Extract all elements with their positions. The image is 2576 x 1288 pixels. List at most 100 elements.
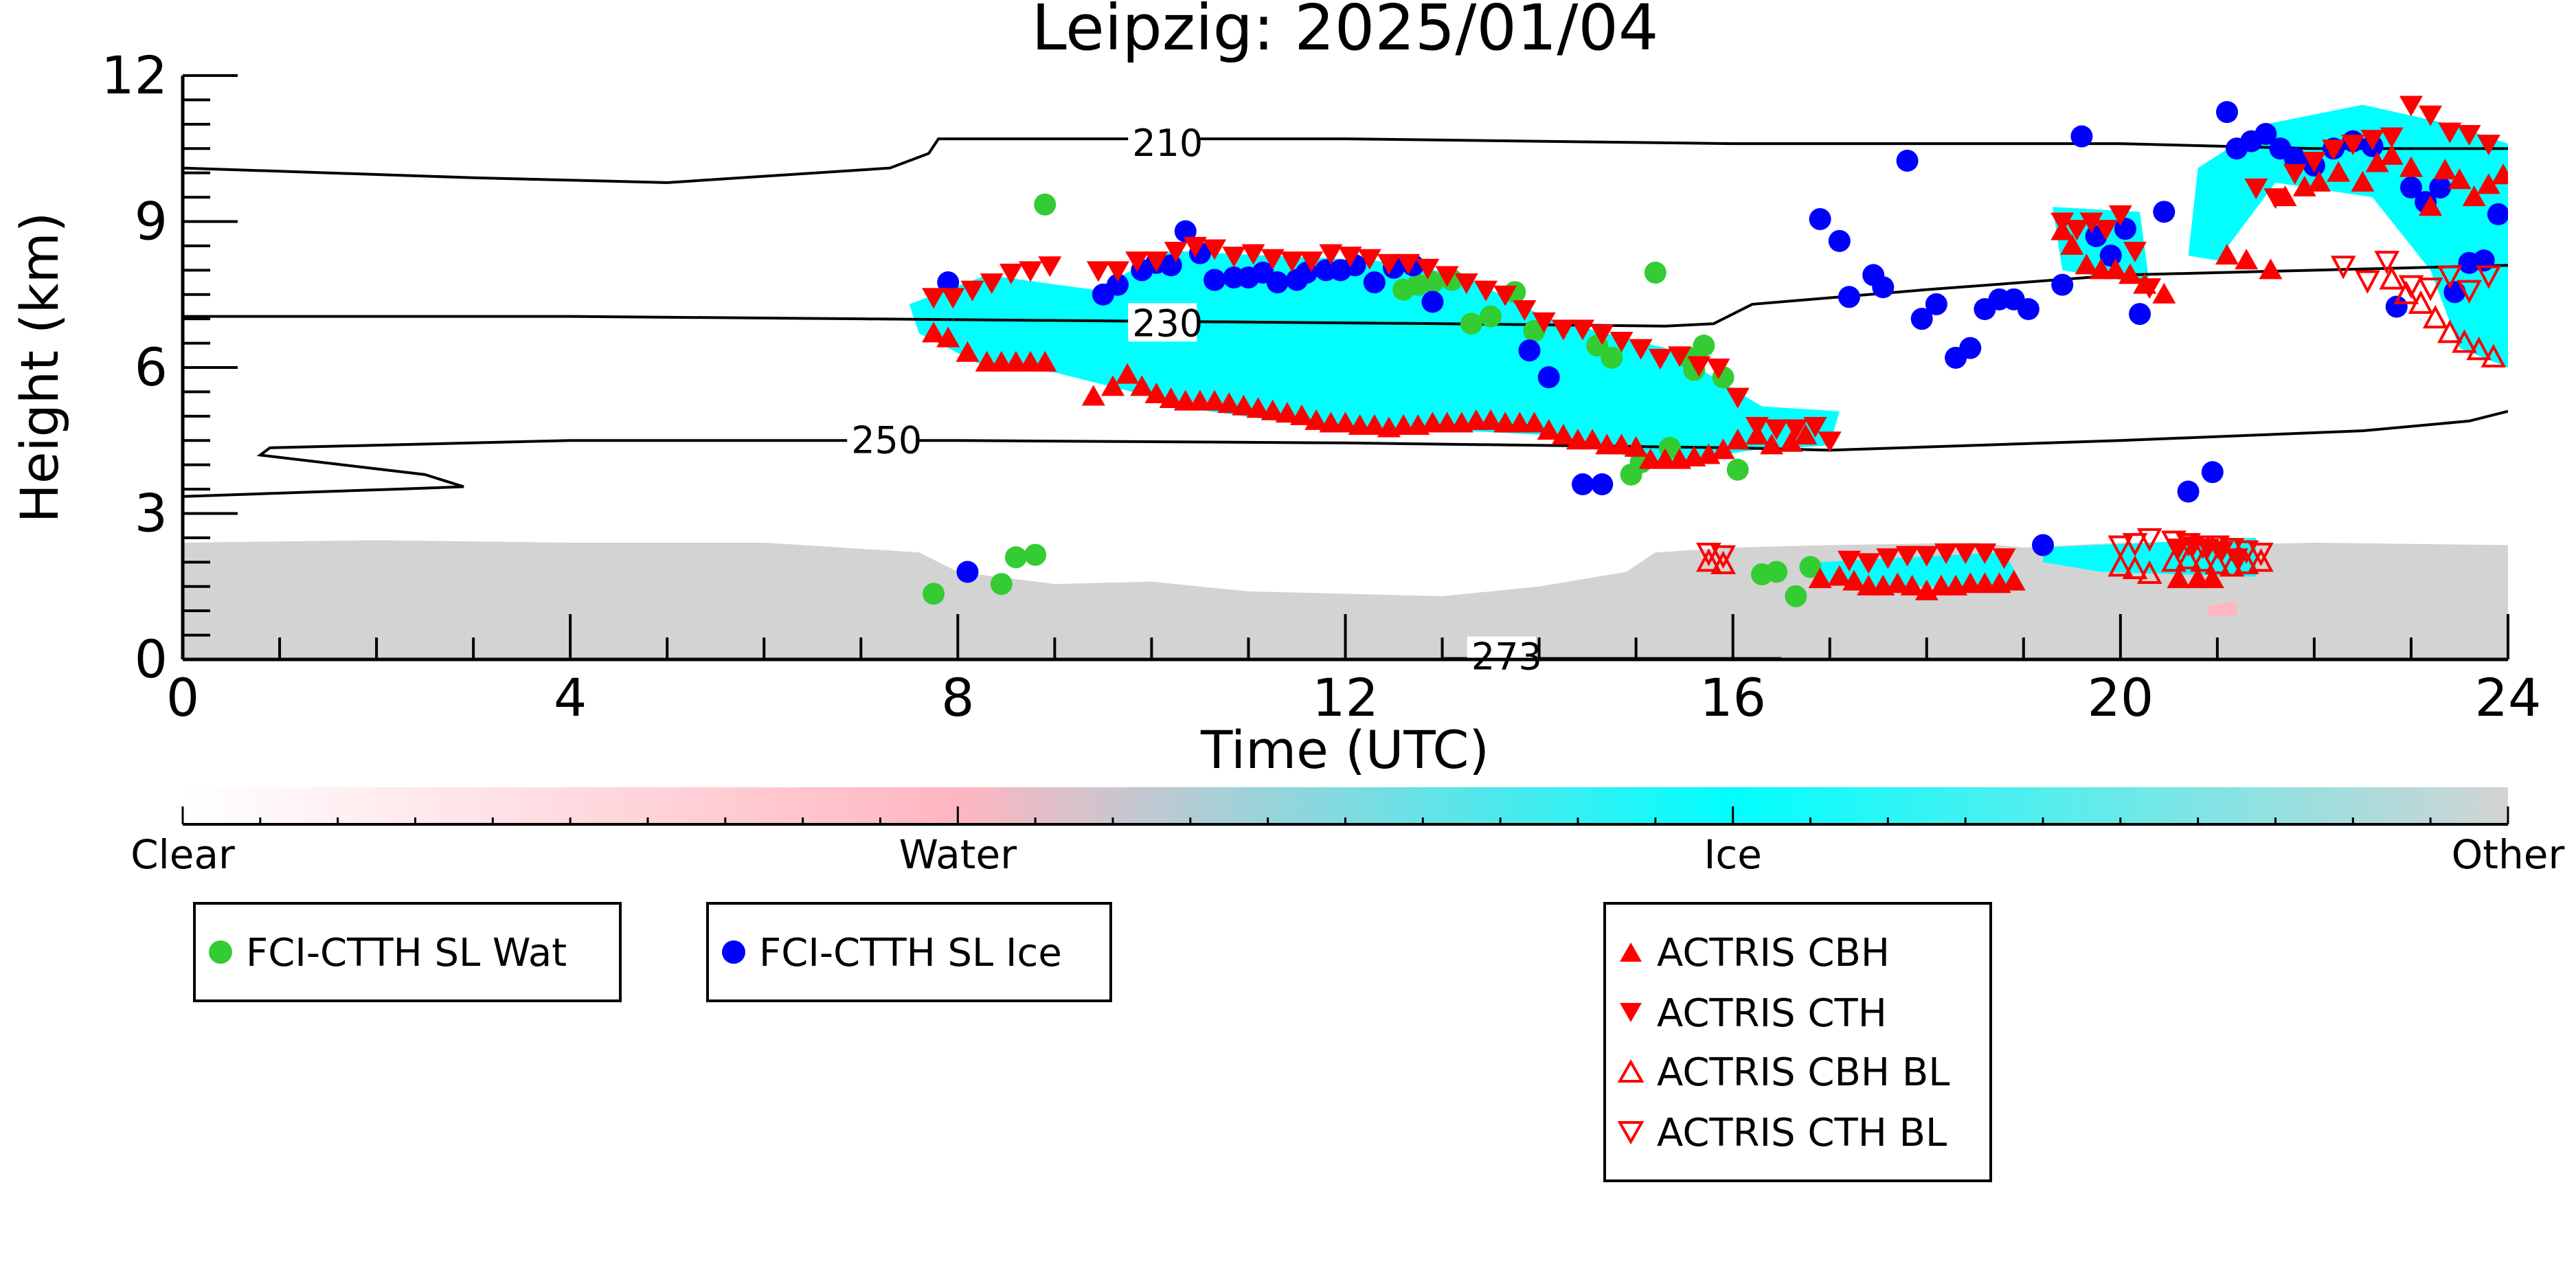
data-point (2380, 127, 2404, 148)
data-point (1275, 402, 1299, 423)
data-point (1726, 458, 1749, 481)
data-point (2283, 147, 2306, 170)
data-point (956, 341, 980, 362)
data-point (1435, 266, 1459, 287)
data-point (1745, 417, 1769, 438)
data-point (980, 273, 1004, 295)
data-point (1203, 389, 1227, 411)
data-point (2487, 203, 2508, 225)
data-point (1081, 385, 1105, 406)
data-point (1693, 335, 1715, 357)
data-point (1363, 271, 1386, 294)
data-point (1266, 271, 1289, 294)
data-point (2462, 185, 2486, 207)
data-point (2399, 176, 2422, 199)
legend-label-actris-cth-bl: ACTRIS CTH BL (1657, 1111, 1947, 1155)
data-point (922, 288, 946, 309)
data-point (2244, 178, 2268, 199)
data-point (1760, 433, 1784, 455)
data-point (990, 573, 1013, 596)
data-point (2136, 528, 2162, 552)
data-point (2491, 163, 2508, 185)
data-point (1416, 258, 1440, 280)
chart-title: Leipzig: 2025/01/04 (1032, 0, 1659, 65)
data-point (1116, 363, 1140, 384)
data-point (2399, 95, 2423, 117)
data-point (2374, 251, 2400, 275)
legend-label-fci-wat: FCI-CTTH SL Wat (246, 931, 567, 975)
data-point (1696, 548, 1721, 572)
legend-box-frame (1603, 902, 1992, 1182)
colorbar-ticks: Clear Water Ice Other (131, 806, 2564, 878)
data-point (2079, 212, 2103, 234)
x-tick-label: 4 (554, 667, 587, 728)
data-point (1232, 394, 1256, 416)
data-point (2433, 159, 2457, 180)
data-point (1125, 251, 1149, 273)
data-point (2330, 256, 2356, 280)
data-point (1164, 242, 1188, 262)
data-point (2419, 195, 2443, 216)
series-actris-cbh (922, 144, 2508, 600)
data-point (2070, 125, 2093, 148)
data-point (1572, 473, 1594, 495)
data-point (2103, 258, 2127, 280)
region-ice (2188, 104, 2508, 368)
data-point (2201, 461, 2224, 484)
data-point (1513, 300, 1537, 321)
data-point (1144, 251, 1168, 273)
legend-marker-actris-cbh-bl (1617, 1059, 1645, 1083)
data-point (1696, 543, 1721, 567)
data-point (1842, 569, 1866, 591)
data-point (1107, 273, 1129, 296)
data-point (2122, 555, 2148, 579)
data-point (2437, 319, 2463, 343)
data-point (1551, 424, 1575, 445)
classification-regions (183, 104, 2508, 659)
data-point (2235, 249, 2259, 270)
data-point (1799, 556, 1822, 578)
data-point (2379, 266, 2405, 290)
x-tick-label: 0 (166, 667, 199, 728)
data-point (1838, 286, 1860, 308)
data-point (2448, 168, 2472, 190)
data-point (1532, 312, 1556, 333)
data-point (2167, 567, 2191, 589)
data-point (1809, 207, 1831, 230)
region-water (2207, 601, 2237, 616)
data-point (1954, 543, 1978, 565)
data-point (956, 561, 979, 583)
data-point (1522, 411, 1546, 433)
data-point (2219, 553, 2245, 577)
data-point (2351, 170, 2375, 192)
data-point (2204, 535, 2230, 559)
data-point (1571, 319, 1595, 341)
data-point (1421, 291, 1444, 313)
data-point (1648, 348, 1672, 370)
data-point (2283, 163, 2307, 185)
data-point (1144, 382, 1168, 403)
data-point (1033, 350, 1057, 372)
data-point (937, 271, 960, 294)
contour-210 (183, 137, 2508, 184)
data-point (2200, 567, 2224, 589)
data-point (2060, 234, 2084, 255)
data-point (1803, 417, 1827, 438)
data-point (2161, 530, 2187, 554)
data-point (1910, 308, 1933, 330)
axes: 0 3 6 9 12 0 4 8 12 16 20 24 (101, 45, 2541, 728)
data-point (1106, 261, 1130, 282)
data-point (2385, 295, 2408, 318)
data-point (1581, 429, 1605, 450)
data-point (2307, 170, 2331, 192)
legend-label-actris-cth: ACTRIS CTH (1657, 991, 1887, 1036)
data-point (2341, 135, 2365, 156)
data-point (2002, 569, 2026, 591)
series-actris-cbh-bl (1696, 266, 2507, 585)
contour-label-250: 250 (851, 418, 922, 462)
contour-label-bg (1128, 303, 1197, 342)
contour-label-210: 210 (1132, 122, 1203, 165)
data-point (1808, 567, 1832, 589)
data-point (1624, 436, 1648, 457)
data-point (1241, 244, 1265, 265)
